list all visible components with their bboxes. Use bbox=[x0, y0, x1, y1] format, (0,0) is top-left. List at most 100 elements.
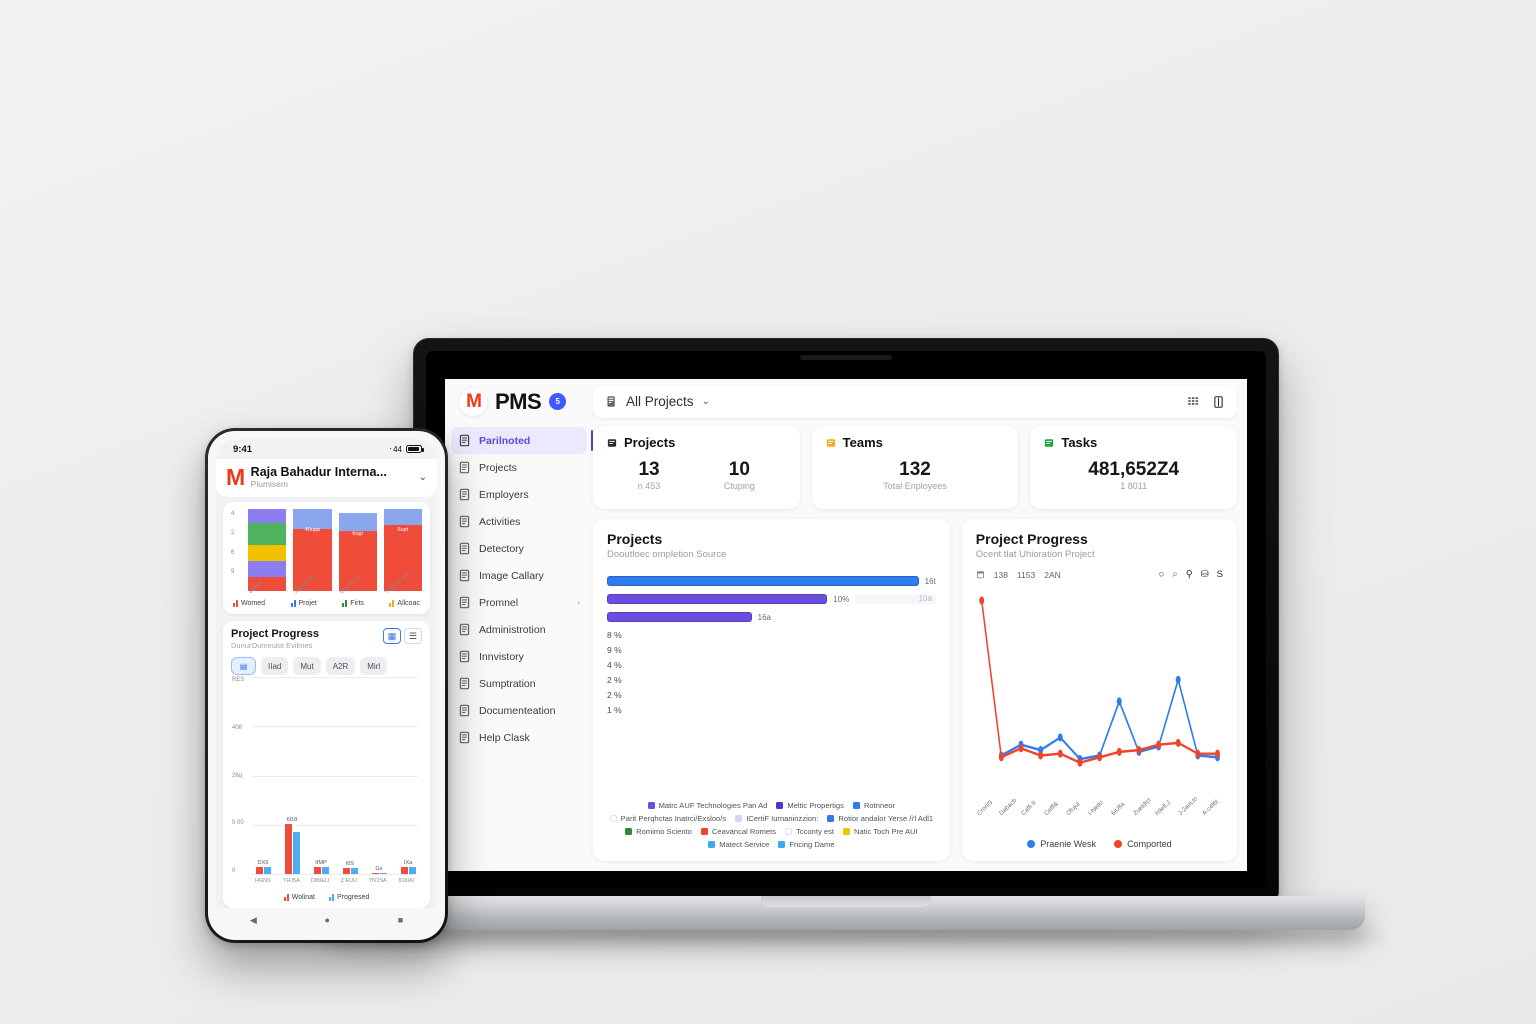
phone-progress-title: Project Progress bbox=[231, 628, 320, 640]
phone-filter-chip-1[interactable]: IIad bbox=[261, 657, 289, 675]
panel-view-icon[interactable] bbox=[1212, 395, 1225, 409]
phone-chevron-down-icon[interactable]: ⌄ bbox=[418, 471, 427, 483]
activities-icon bbox=[459, 515, 470, 528]
line-legend-item: Praenie Wesk bbox=[1027, 839, 1096, 849]
legend-item: Rotior andalor Yerse /i'l Adl1 bbox=[827, 814, 933, 823]
sidebar-item-activities[interactable]: Activities bbox=[451, 508, 587, 535]
brand-area[interactable]: M PMS 5 bbox=[445, 387, 593, 416]
phone-header[interactable]: M Raja Bahadur Interna... Plumisem ⌄ bbox=[216, 459, 437, 497]
projects-panel-subtitle: Dooutloec ompletion Source bbox=[607, 549, 727, 560]
sidebar-item-documenteation[interactable]: Documenteation bbox=[451, 697, 587, 724]
sidebar-item-promnel[interactable]: Promnel › bbox=[451, 589, 587, 616]
sidebar-item-sumptration[interactable]: Sumptration bbox=[451, 670, 587, 697]
progress-toolbar: ○ ⌕ ⚲ ⛁ S bbox=[1159, 569, 1223, 580]
line-point bbox=[1136, 746, 1142, 755]
sidebar-item-employers[interactable]: Employers bbox=[451, 481, 587, 508]
back-nav-button[interactable]: ◀ bbox=[249, 914, 257, 925]
reset-tool-icon[interactable]: S bbox=[1216, 569, 1223, 580]
phone-org-subtitle: Plumisem bbox=[250, 479, 288, 489]
line-point bbox=[998, 753, 1004, 762]
legend-swatch bbox=[647, 802, 655, 809]
sidebar-item-innvistory[interactable]: Innvistory bbox=[451, 643, 587, 670]
phone-chart2-column: 6l18 bbox=[280, 817, 304, 874]
phone-filter-chip-4[interactable]: Mirl bbox=[360, 657, 388, 675]
stat-card-title: Projects bbox=[624, 435, 676, 450]
stat-card-teams: Teams 132 Total Enployees bbox=[811, 426, 1019, 509]
phone-chart2-xaxis: HGNS THJ5A DIBIELI Z EUU TlVJSA 818IAl bbox=[251, 878, 418, 884]
legend-swatch bbox=[708, 841, 716, 848]
teams-stat-icon bbox=[826, 438, 835, 447]
line-series-0 bbox=[1000, 676, 1218, 761]
progress-meta-2: 2AN bbox=[1044, 569, 1061, 580]
grid-view-icon[interactable] bbox=[1187, 395, 1200, 408]
phone-chart2-xtick: 818IAl bbox=[398, 878, 414, 884]
chevron-down-icon[interactable]: ⌄ bbox=[701, 396, 710, 407]
projects-value-item: 1 % bbox=[607, 705, 622, 715]
phone-edge: 9:41 ᛫44 M Raja Bahadur Interna... Plumi… bbox=[208, 431, 445, 940]
phone-stacked-bar-card: 4 2 6 9 40uga6ugl6upt 4Wber' JlucxeooeuIdl\… bbox=[223, 502, 430, 614]
phone-stack-segment bbox=[338, 513, 377, 531]
app-logo-icon: M bbox=[459, 387, 487, 416]
phone-status-bar: 9:41 ᛫44 bbox=[216, 439, 437, 459]
documentation-icon bbox=[459, 704, 470, 717]
project-selector-label: All Projects bbox=[626, 394, 694, 409]
stat-sublabel: 1 8011 bbox=[1120, 480, 1148, 491]
sidebar-item-help-clask[interactable]: Help Clask bbox=[451, 724, 587, 751]
sidebar-item-image-callary[interactable]: Image Callary bbox=[451, 562, 587, 589]
phone-filter-chips: ▤ IIad Mut A2R Mirl bbox=[231, 657, 422, 675]
projects-value-item: 9 % bbox=[607, 645, 622, 655]
legend-item: Fncing Dame bbox=[778, 840, 835, 849]
save-tool-icon[interactable]: ⛁ bbox=[1200, 569, 1209, 580]
line-point bbox=[1057, 733, 1063, 742]
recents-nav-button[interactable]: ■ bbox=[397, 915, 404, 925]
webcam-notch bbox=[800, 355, 892, 360]
sidebar-item-detectory[interactable]: Detectory bbox=[451, 535, 587, 562]
grid-line bbox=[251, 677, 418, 678]
legend-label: Tcconty est bbox=[796, 827, 835, 836]
phone-chart2-ytick: 408 bbox=[232, 724, 243, 731]
phone-view-toggle-group: ▦ ☰ bbox=[383, 628, 422, 644]
line-point bbox=[1175, 675, 1181, 684]
line-point bbox=[1018, 744, 1024, 753]
phone-stack-segment bbox=[248, 577, 287, 591]
progress-panel-subtitle: Ocent tlat Uhioration Project bbox=[975, 549, 1095, 560]
chevron-right-icon[interactable]: › bbox=[577, 598, 580, 607]
phone-filter-chip-0[interactable]: ▤ bbox=[231, 657, 256, 675]
phone-filter-chip-2[interactable]: Mut bbox=[293, 657, 321, 675]
phone-stack-column: 6upt bbox=[383, 509, 422, 591]
notification-badge[interactable]: 5 bbox=[549, 393, 567, 410]
phone-chart1-yaxis: 4 2 6 9 bbox=[231, 511, 234, 575]
document-icon bbox=[607, 396, 615, 407]
laptop-bezel: M PMS 5 All Projects ⌄ bbox=[426, 351, 1266, 889]
phone-chart2-bar-label: 6l18 bbox=[286, 817, 298, 824]
wrench-tool-icon[interactable]: ⚲ bbox=[1185, 569, 1193, 580]
phone-chart1-legend-item: Projet bbox=[290, 600, 317, 607]
phone-chart2-bar bbox=[263, 867, 271, 874]
legend-item: Meltic Propertigs bbox=[776, 801, 844, 810]
sidebar-item-projects[interactable]: Projects bbox=[451, 454, 587, 481]
legend-label: Projet bbox=[298, 600, 317, 607]
stats-row: Projects 13 n 453 10 Ctuping Teams 132 Total En… bbox=[593, 426, 1238, 509]
sidebar-item-parilnoted[interactable]: Parilnoted bbox=[451, 427, 593, 454]
zoom-tool-icon[interactable]: ⌕ bbox=[1172, 569, 1178, 580]
line-point bbox=[1175, 738, 1181, 747]
legend-label: Matrc AUF Technologies Pan Ad bbox=[658, 801, 768, 810]
progress-meta-1: 1153 bbox=[1016, 569, 1036, 580]
progress-panel-title: Project Progress bbox=[975, 531, 1088, 547]
phone-filter-chip-3[interactable]: A2R bbox=[325, 657, 356, 675]
line-point bbox=[1155, 740, 1161, 749]
legend-label: Natic Toch Pre AUI bbox=[854, 827, 918, 836]
circle-tool-icon[interactable]: ○ bbox=[1158, 569, 1165, 580]
legend-bars-icon bbox=[290, 600, 296, 607]
project-selector-bar[interactable]: All Projects ⌄ bbox=[593, 385, 1237, 418]
sidebar-item-administrotion[interactable]: Administrotion bbox=[451, 616, 587, 643]
legend-label: Ceavancal Romets bbox=[711, 827, 777, 836]
phone-chart2-legend-item: Progresed bbox=[328, 894, 369, 901]
app-topbar: M PMS 5 All Projects ⌄ bbox=[445, 379, 1247, 424]
chart-view-toggle[interactable]: ▦ bbox=[383, 628, 401, 644]
bar-remainder-track: 10a bbox=[855, 594, 936, 604]
phone-chart2-xtick: HGNS bbox=[255, 878, 271, 884]
list-view-toggle[interactable]: ☰ bbox=[404, 628, 422, 644]
home-nav-button[interactable]: ● bbox=[324, 915, 330, 925]
stat-card-tasks: Tasks 481,652Z4 1 8011 bbox=[1030, 426, 1238, 509]
